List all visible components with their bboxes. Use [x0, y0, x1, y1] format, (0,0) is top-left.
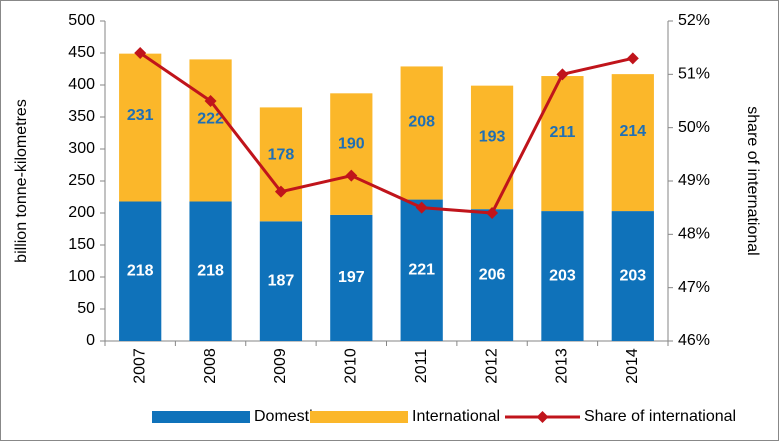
value-label: 208 — [408, 114, 435, 131]
value-label: 206 — [479, 266, 506, 283]
y-tick-label: 350 — [68, 108, 95, 125]
value-label: 203 — [549, 267, 576, 284]
legend-swatch — [310, 411, 408, 423]
y-axis-label: billion tonne-kilometres — [13, 99, 30, 263]
value-label: 193 — [479, 129, 506, 146]
bar — [400, 66, 443, 200]
legend-marker — [536, 411, 549, 423]
bar — [189, 201, 232, 341]
bar — [611, 74, 654, 212]
value-label: 211 — [550, 124, 576, 141]
line-marker — [415, 201, 428, 214]
bar — [189, 59, 232, 202]
value-label: 231 — [127, 107, 154, 124]
y-tick-label: 250 — [68, 172, 95, 189]
y-tick-label: 100 — [68, 268, 95, 285]
value-label: 221 — [408, 261, 435, 278]
y-tick-label: 200 — [68, 204, 95, 221]
y2-tick-label: 46% — [678, 332, 710, 349]
bar — [470, 85, 514, 210]
y2-tick-label: 48% — [678, 226, 710, 243]
value-label: 218 — [127, 262, 154, 279]
y-tick-label: 0 — [86, 332, 95, 349]
value-label: 222 — [197, 110, 224, 127]
bar — [611, 211, 654, 341]
x-tick-label: 2007 — [131, 348, 148, 384]
bar — [541, 211, 584, 341]
y2-axis-label: share of international — [744, 106, 761, 255]
line-marker — [556, 68, 569, 81]
value-label: 218 — [197, 262, 224, 279]
x-tick-label: 2013 — [554, 348, 571, 384]
value-label: 203 — [619, 267, 646, 284]
legend-label: Share of international — [584, 408, 736, 425]
line-marker — [204, 95, 217, 107]
value-label: 197 — [338, 269, 365, 286]
y-tick-label: 500 — [68, 12, 95, 29]
value-label: 190 — [338, 136, 365, 153]
x-tick-label: 2008 — [202, 348, 219, 384]
line-marker — [274, 185, 287, 198]
legend-label: Domestic — [254, 408, 321, 425]
bar — [259, 221, 303, 341]
x-tick-label: 2014 — [624, 348, 641, 384]
x-tick-label: 2009 — [272, 348, 289, 384]
y2-tick-label: 52% — [678, 12, 710, 29]
y-tick-label: 50 — [77, 300, 95, 317]
y2-tick-label: 49% — [678, 172, 710, 189]
y-tick-label: 450 — [68, 44, 95, 61]
y2-tick-label: 47% — [678, 279, 710, 296]
line — [139, 51, 634, 215]
legend-swatch — [152, 411, 250, 423]
legend-label: International — [412, 408, 500, 425]
bar — [330, 214, 373, 341]
y2-tick-label: 50% — [678, 119, 710, 136]
bar — [119, 53, 162, 202]
value-label: 187 — [268, 272, 295, 289]
y-tick-label: 150 — [68, 236, 95, 253]
bar — [470, 209, 514, 341]
bar — [259, 107, 303, 222]
bar — [330, 93, 373, 215]
bar — [541, 76, 584, 212]
bar — [119, 201, 162, 341]
x-tick-label: 2010 — [343, 348, 360, 384]
line-marker — [626, 52, 639, 65]
value-label: 214 — [619, 123, 646, 140]
x-tick-label: 2011 — [413, 349, 430, 384]
bar — [400, 199, 443, 341]
y2-tick-label: 51% — [678, 66, 710, 83]
line-marker — [345, 169, 358, 182]
y-tick-label: 300 — [68, 140, 95, 157]
value-label: 178 — [268, 146, 295, 163]
line-marker — [486, 207, 499, 219]
line-marker — [134, 47, 147, 59]
y-tick-label: 400 — [68, 76, 95, 93]
x-tick-label: 2012 — [483, 348, 500, 384]
